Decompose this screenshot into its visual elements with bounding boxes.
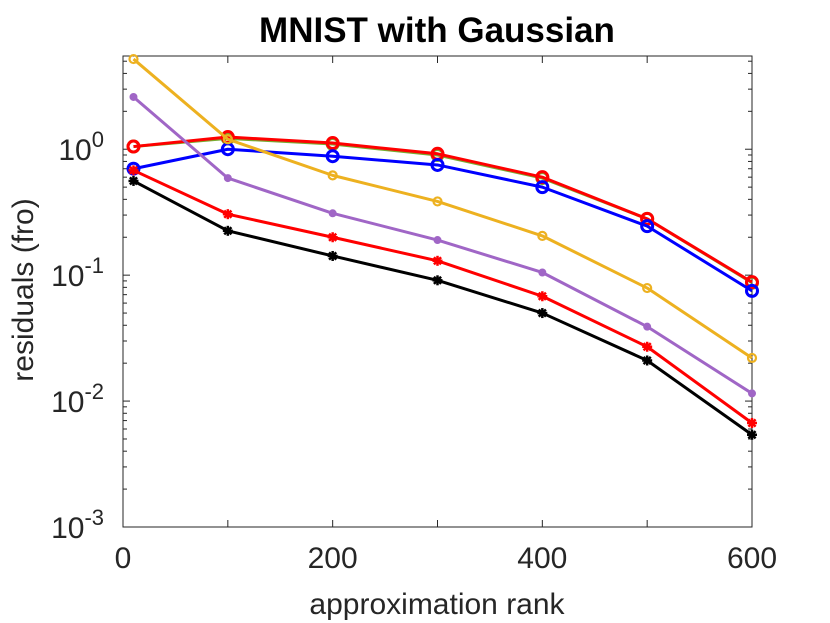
y-axis: 10-3 10-2 10-1 100 xyxy=(51,60,752,545)
data-point xyxy=(640,211,655,226)
data-point xyxy=(325,149,340,164)
star-stroke xyxy=(433,256,442,266)
data-point xyxy=(126,139,141,154)
series-line-red-circle xyxy=(133,135,753,284)
x-axis: 0 200 400 600 xyxy=(115,56,777,575)
star-stroke xyxy=(747,418,757,428)
data-point xyxy=(327,250,338,261)
data-point xyxy=(222,134,233,145)
series-line-blue xyxy=(133,147,753,293)
series-layer xyxy=(126,53,759,440)
data-point xyxy=(223,174,232,183)
x-axis-label: approximation rank xyxy=(309,588,565,621)
data-point xyxy=(433,236,442,245)
data-point xyxy=(748,389,756,398)
x-tick-label: 600 xyxy=(727,542,777,575)
star-stroke xyxy=(537,308,547,318)
data-point xyxy=(537,291,548,302)
star-stroke xyxy=(328,232,338,242)
star-stroke xyxy=(537,291,547,301)
data-point xyxy=(325,136,340,151)
plot-frame xyxy=(122,55,753,528)
series-yellow xyxy=(128,53,758,364)
data-point xyxy=(222,209,233,220)
data-point xyxy=(432,196,443,207)
data-point xyxy=(745,283,759,298)
data-point xyxy=(538,268,547,277)
y-axis-label: residuals (fro) xyxy=(7,198,40,381)
data-point xyxy=(643,322,652,331)
star-stroke xyxy=(128,176,138,186)
data-point xyxy=(747,429,757,440)
data-point xyxy=(432,255,443,266)
star-stroke xyxy=(642,342,652,352)
y-tick-label: 10-1 xyxy=(51,253,104,293)
data-point xyxy=(747,417,757,428)
data-point xyxy=(537,230,548,241)
data-point xyxy=(128,175,139,186)
plot-area xyxy=(122,55,753,528)
data-point xyxy=(642,341,653,352)
y-tick-label: 10-2 xyxy=(51,379,104,419)
series-black xyxy=(128,175,757,440)
data-point xyxy=(222,225,233,236)
data-point xyxy=(128,53,139,65)
data-point xyxy=(642,355,653,366)
data-point xyxy=(129,92,138,101)
data-point xyxy=(746,352,758,364)
y-tick-label: 100 xyxy=(58,127,104,167)
star-stroke xyxy=(433,275,442,285)
series-red-circle xyxy=(126,130,759,290)
star-stroke xyxy=(747,430,757,440)
series-line-yellow xyxy=(132,57,753,360)
data-point xyxy=(430,157,445,172)
y-tick-label: 10-3 xyxy=(51,505,104,545)
data-point xyxy=(537,308,548,319)
x-tick-label: 200 xyxy=(308,542,358,575)
data-point xyxy=(128,165,139,176)
series-purple xyxy=(129,92,756,398)
star-stroke xyxy=(223,209,233,219)
star-stroke xyxy=(642,356,652,365)
x-tick-label: 0 xyxy=(115,542,132,575)
star-stroke xyxy=(223,226,233,236)
data-point xyxy=(327,232,338,243)
x-tick-label: 400 xyxy=(517,542,567,575)
data-point xyxy=(327,170,338,181)
data-point xyxy=(535,180,550,195)
data-point xyxy=(745,275,759,290)
data-point xyxy=(640,219,655,234)
series-blue xyxy=(126,142,759,298)
data-point xyxy=(642,282,653,294)
data-point xyxy=(432,275,443,286)
star-stroke xyxy=(128,165,138,175)
chart-title: MNIST with Gaussian xyxy=(259,11,615,50)
series-red-star xyxy=(128,165,757,428)
data-point xyxy=(328,209,337,218)
star-stroke xyxy=(328,251,338,261)
